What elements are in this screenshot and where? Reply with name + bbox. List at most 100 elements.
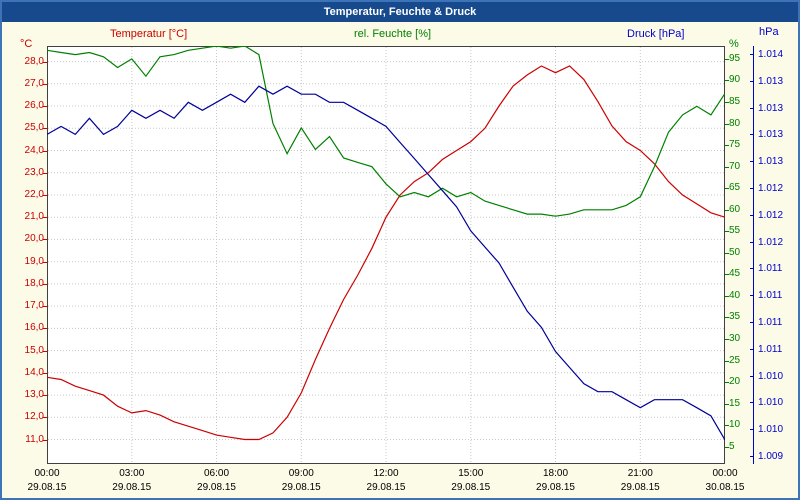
temp-axis-label: 13,0: [24, 389, 44, 401]
temp-axis-label: 18,0: [24, 277, 44, 289]
temp-axis-tick: [43, 417, 47, 419]
pressure-axis-label: 1.011: [758, 343, 783, 355]
legend-temperature: Temperatur [°C]: [110, 28, 188, 40]
legend-pressure: Druck [hPa]: [627, 28, 685, 40]
x-axis-date-label: 29.08.15: [366, 482, 406, 493]
humidity-axis-tick: [725, 252, 729, 254]
x-axis-date-label: 29.08.15: [451, 482, 491, 493]
humidity-axis-label: 35: [729, 311, 741, 323]
pressure-axis-tick: [750, 268, 754, 270]
humidity-axis-label: 30: [729, 333, 741, 345]
humidity-axis-label: 40: [729, 289, 741, 301]
humidity-axis-label: 50: [729, 246, 741, 258]
humidity-axis-tick: [725, 274, 729, 276]
x-axis-date-label: 29.08.15: [112, 482, 152, 493]
temp-axis-label: 15,0: [24, 344, 44, 356]
x-axis-date-label: 29.08.15: [281, 482, 321, 493]
temp-axis-label: 25,0: [24, 122, 44, 134]
humidity-axis-label: 90: [729, 74, 741, 86]
pressure-axis-tick: [750, 80, 754, 82]
humidity-axis-label: 75: [729, 139, 741, 151]
humidity-axis-tick: [725, 317, 729, 319]
x-axis-time-label: 00:00: [712, 468, 738, 479]
pressure-axis-tick: [750, 375, 754, 377]
pressure-axis-tick: [750, 134, 754, 136]
pressure-axis-tick: [750, 188, 754, 189]
humidity-axis-tick: [725, 58, 729, 60]
humidity-axis-tick: [725, 360, 729, 362]
pressure-axis-tick: [750, 295, 754, 297]
temp-axis-label: 12,0: [24, 411, 44, 423]
x-axis-time-label: 15:00: [458, 468, 484, 479]
x-axis-time-label: 00:00: [34, 468, 60, 479]
pressure-axis-tick: [750, 107, 754, 109]
temp-axis-tick: [43, 439, 47, 441]
x-axis-date-label: 29.08.15: [197, 482, 236, 493]
humidity-axis-label: 85: [729, 96, 741, 108]
temp-axis-label: 21,0: [24, 211, 44, 223]
pressure-axis-tick: [750, 348, 754, 350]
humidity-axis-tick: [725, 80, 729, 82]
temp-axis-tick: [43, 350, 47, 352]
humidity-axis-label: 95: [729, 52, 741, 64]
temp-axis-tick: [43, 150, 47, 152]
temp-axis-tick: [43, 372, 47, 374]
humidity-axis-tick: [725, 123, 729, 125]
humidity-axis-tick: [725, 339, 729, 341]
humidity-axis-tick: [725, 166, 729, 168]
humidity-axis-tick: [725, 446, 729, 448]
temp-axis-tick: [43, 172, 47, 174]
x-axis-time-label: 03:00: [119, 468, 145, 479]
pressure-axis-label: 1.012: [758, 236, 784, 248]
temp-axis-label: 26,0: [24, 100, 44, 112]
humidity-axis-label: 5: [729, 440, 735, 452]
pressure-axis-label: 1.012: [758, 183, 784, 194]
pressure-axis-label: 1.010: [758, 397, 784, 409]
humidity-axis-label: 65: [729, 182, 741, 194]
temp-axis-tick: [43, 128, 47, 130]
humidity-axis-tick: [725, 145, 729, 147]
pressure-axis-label: 1.013: [758, 75, 784, 87]
x-axis-time-label: 12:00: [373, 468, 399, 479]
temp-axis-label: 23,0: [24, 166, 44, 178]
humidity-axis-label: 25: [729, 354, 741, 366]
pressure-axis-label: 1.011: [758, 290, 783, 302]
pressure-axis-line: [753, 46, 754, 464]
humidity-axis-tick: [725, 403, 729, 405]
pressure-axis-tick: [750, 429, 754, 431]
temp-axis-label: 27,0: [24, 77, 44, 89]
pressure-axis-tick: [750, 214, 754, 216]
pressure-axis-label: 1.013: [758, 129, 784, 141]
pressure-axis-tick: [750, 241, 754, 243]
pressure-axis-label: 1.011: [758, 316, 783, 328]
humidity-axis-label: 20: [729, 376, 741, 388]
temp-axis-tick: [43, 283, 47, 285]
temp-axis-label: 19,0: [24, 255, 44, 267]
temp-axis-tick: [43, 328, 47, 330]
pressure-axis-label: 1.012: [758, 209, 784, 221]
temp-axis-tick: [43, 83, 47, 85]
temp-axis-label: 16,0: [24, 322, 44, 334]
humidity-axis-tick: [725, 102, 729, 104]
pressure-axis-tick: [750, 402, 754, 404]
humidity-axis-tick: [725, 231, 729, 233]
pressure-axis-label: 1.010: [758, 424, 784, 436]
pressure-axis-label: 1.014: [758, 49, 784, 61]
legend-humidity: rel. Feuchte [%]: [354, 28, 432, 40]
x-axis-date-label: 29.08.15: [27, 482, 67, 493]
x-axis-date-label: 29.08.15: [536, 482, 575, 493]
temp-axis-label: 24,0: [24, 144, 44, 156]
x-axis-time-label: 21:00: [627, 468, 653, 479]
window-title: Temperatur, Feuchte & Druck: [2, 2, 798, 22]
temp-axis-unit: °C: [20, 38, 33, 50]
humidity-axis-label: 70: [729, 160, 741, 172]
x-axis-time-label: 09:00: [288, 468, 314, 479]
x-axis-date-label: 29.08.15: [620, 482, 660, 493]
temp-axis-tick: [43, 261, 47, 263]
humidity-axis-label: 60: [729, 203, 741, 215]
humidity-axis-tick: [725, 382, 729, 384]
pressure-axis-tick: [750, 161, 754, 163]
temp-axis-tick: [43, 61, 47, 63]
humidity-axis-unit: %: [729, 38, 739, 50]
humidity-axis-tick: [725, 209, 729, 211]
